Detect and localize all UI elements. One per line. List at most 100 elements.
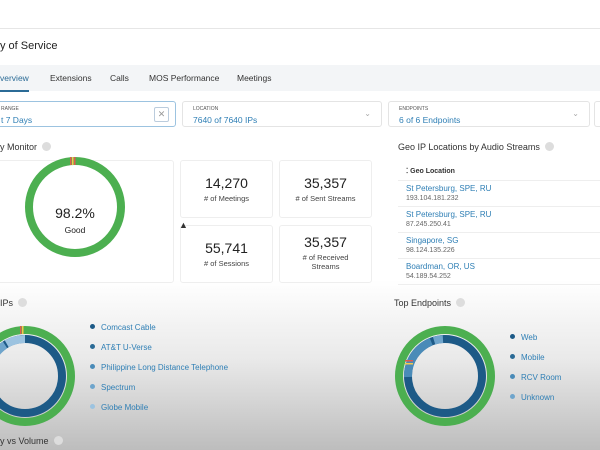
legend-label: RCV Room — [521, 373, 562, 382]
mouse-cursor-icon: ▲ — [179, 220, 188, 230]
legend-label: Comcast Cable — [101, 323, 156, 332]
column-label: Geo Location — [410, 168, 455, 175]
legend-dot-icon — [90, 384, 95, 389]
legend-item[interactable]: Philippine Long Distance Telephone — [90, 363, 228, 372]
legend-item[interactable]: Mobile — [510, 353, 545, 362]
legend-item[interactable]: Globe Mobile — [90, 403, 148, 412]
volume-section-title: y vs Volume — [0, 436, 63, 446]
gauge-bad-slice — [70, 157, 72, 165]
section-title: Top Endpoints — [394, 298, 452, 308]
stat-card-sessions: 55,741 # of Sessions — [180, 225, 273, 283]
donut-outer-ring — [395, 326, 495, 426]
chevron-down-icon: ⌄ — [364, 109, 371, 118]
tab-mos-performance[interactable]: MOS Performance — [149, 73, 220, 83]
section-title: y vs Volume — [0, 436, 49, 446]
donut-inner-ring — [0, 335, 66, 417]
geo-location-link[interactable]: St Petersburg, SPE, RU — [406, 184, 492, 193]
sort-icon: ⁚ — [406, 168, 411, 175]
info-icon[interactable] — [18, 298, 28, 307]
legend-item[interactable]: RCV Room — [510, 373, 561, 382]
gauge-bad-slice — [74, 157, 76, 165]
tab-calls[interactable]: Calls — [110, 73, 129, 83]
legend-label: Philippine Long Distance Telephone — [101, 363, 229, 372]
isps-donut-chart — [0, 326, 75, 426]
donut-inner-slice — [0, 335, 66, 417]
quality-gauge — [25, 157, 125, 257]
close-icon[interactable]: ✕ — [154, 107, 169, 122]
stat-label: # of Received Streams — [302, 253, 349, 271]
info-icon[interactable] — [42, 142, 52, 151]
legend-item[interactable]: Comcast Cable — [90, 323, 156, 332]
divider — [0, 28, 600, 29]
legend-item[interactable]: Spectrum — [90, 383, 135, 392]
location-filter[interactable]: LOCATION 7640 of 7640 IPs ⌄ — [182, 101, 382, 127]
legend-item[interactable]: AT&T U-Verse — [90, 343, 152, 352]
monitor-section-title: y Monitor — [0, 142, 52, 152]
legend-label: Web — [521, 333, 538, 342]
tab-overview[interactable]: verview — [0, 73, 29, 92]
filter-value: 7640 of 7640 IPs — [193, 115, 258, 125]
filter-label: ENDPOINTS — [399, 106, 429, 112]
stat-label: # of Sessions — [203, 259, 250, 268]
stat-card-sent-streams: 35,357 # of Sent Streams — [279, 160, 372, 218]
stat-card-received-streams: 35,357 # of Received Streams — [279, 225, 372, 283]
geo-location-link[interactable]: Boardman, OR, US — [406, 262, 475, 271]
legend-dot-icon — [510, 374, 515, 379]
donut-bad-slice — [405, 360, 413, 362]
geo-section-title: Geo IP Locations by Audio Streams — [398, 142, 554, 152]
stat-label: # of Meetings — [203, 194, 250, 203]
legend-label: Mobile — [521, 353, 545, 362]
legend-dot-icon — [510, 394, 515, 399]
endpoints-donut-chart — [395, 326, 495, 426]
filter-label: LOCATION — [193, 106, 219, 112]
geo-location-link[interactable]: St Petersburg, SPE, RU — [406, 210, 492, 219]
info-icon[interactable] — [456, 298, 466, 307]
donut-bad-slice — [20, 326, 22, 334]
legend-dot-icon — [510, 354, 515, 359]
filter-label: RANGE — [1, 106, 19, 112]
geo-table: ⁚ Geo Location St Petersburg, SPE, RU 193… — [398, 160, 600, 285]
filter-value: t 7 Days — [1, 115, 33, 125]
stat-card-meetings: 14,270 # of Meetings — [180, 160, 273, 218]
legend-dot-icon — [90, 364, 95, 369]
tab-meetings[interactable]: Meetings — [237, 73, 272, 83]
section-title: IPs — [0, 298, 14, 308]
legend-dot-icon — [90, 324, 95, 329]
endpoints-filter[interactable]: ENDPOINTS 6 of 6 Endpoints ⌄ — [388, 101, 590, 127]
legend-dot-icon — [90, 344, 95, 349]
legend-label: AT&T U-Verse — [101, 343, 152, 352]
stat-value: 14,270 — [205, 175, 248, 191]
legend-item[interactable]: Web — [510, 333, 537, 342]
page-title: y of Service — [0, 40, 58, 52]
table-row[interactable]: St Petersburg, SPE, RU 193.104.181.232 — [398, 181, 600, 207]
geo-ip: 193.104.181.232 — [406, 195, 459, 202]
gauge-warn-slice — [72, 157, 74, 165]
legend-item[interactable]: Unknown — [510, 393, 554, 402]
geo-column-header[interactable]: ⁚ Geo Location — [398, 160, 600, 181]
endpoints-section-title: Top Endpoints — [394, 298, 466, 308]
isps-section-title: IPs — [0, 298, 28, 308]
donut-warn-slice — [22, 326, 24, 334]
more-filter[interactable] — [594, 101, 600, 127]
date-range-filter[interactable]: RANGE t 7 Days ✕ — [0, 101, 176, 127]
table-row[interactable]: Boardman, OR, US 54.189.54.252 — [398, 259, 600, 285]
geo-ip: 98.124.135.226 — [406, 247, 455, 254]
legend-dot-icon — [90, 404, 95, 409]
table-row[interactable]: St Petersburg, SPE, RU 87.245.250.41 — [398, 207, 600, 233]
section-title: Geo IP Locations by Audio Streams — [398, 142, 540, 152]
filter-value: 6 of 6 Endpoints — [399, 115, 461, 125]
geo-ip: 87.245.250.41 — [406, 221, 451, 228]
donut-outer-ring — [0, 326, 75, 426]
stat-value: 35,357 — [304, 234, 347, 250]
info-icon[interactable] — [544, 142, 554, 151]
tab-extensions[interactable]: Extensions — [50, 73, 92, 83]
donut-inner-slice — [404, 335, 486, 417]
section-title: y Monitor — [0, 142, 38, 152]
geo-ip: 54.189.54.252 — [406, 273, 451, 280]
geo-location-link[interactable]: Singapore, SG — [406, 236, 459, 245]
table-row[interactable]: Singapore, SG 98.124.135.226 — [398, 233, 600, 259]
legend-label: Spectrum — [101, 383, 136, 392]
tab-bar: verview Extensions Calls MOS Performance… — [0, 65, 600, 92]
stat-value: 35,357 — [304, 175, 347, 191]
info-icon[interactable] — [53, 436, 63, 445]
